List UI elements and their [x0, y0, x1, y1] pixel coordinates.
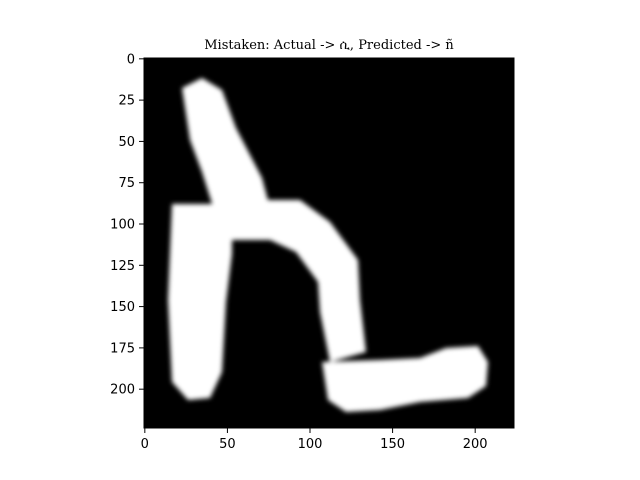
x-tick-label: 150: [380, 437, 405, 452]
x-tick-label: 50: [219, 437, 236, 452]
chart-title: Mistaken: Actual -> ሲ, Predicted -> ñ: [204, 38, 454, 53]
x-tick-label: 200: [463, 437, 488, 452]
glyph-right-curve: [222, 200, 366, 362]
x-axis: 0 50 100 150 200: [141, 428, 488, 452]
x-tick-label: 100: [298, 437, 323, 452]
y-tick-label: 100: [110, 218, 135, 233]
handwritten-glyph: [168, 78, 488, 412]
axes-frame: [143, 57, 515, 429]
y-tick-label: 50: [118, 135, 135, 150]
y-tick-label: 0: [127, 52, 135, 67]
y-tick-label: 150: [110, 300, 135, 315]
glyph-upper-stroke: [182, 78, 270, 210]
y-tick-label: 175: [110, 341, 135, 356]
y-tick-label: 200: [110, 383, 135, 398]
y-tick-label: 125: [110, 259, 135, 274]
y-tick-label: 25: [118, 94, 135, 109]
image-panel: [143, 57, 515, 429]
glyph-bottom-stroke: [322, 346, 488, 412]
y-axis: 0 25 50 75 100 125 150 175 200: [110, 52, 144, 398]
x-tick-label: 0: [141, 437, 149, 452]
y-tick-label: 75: [118, 176, 135, 191]
glyph-left-leg: [168, 204, 232, 400]
